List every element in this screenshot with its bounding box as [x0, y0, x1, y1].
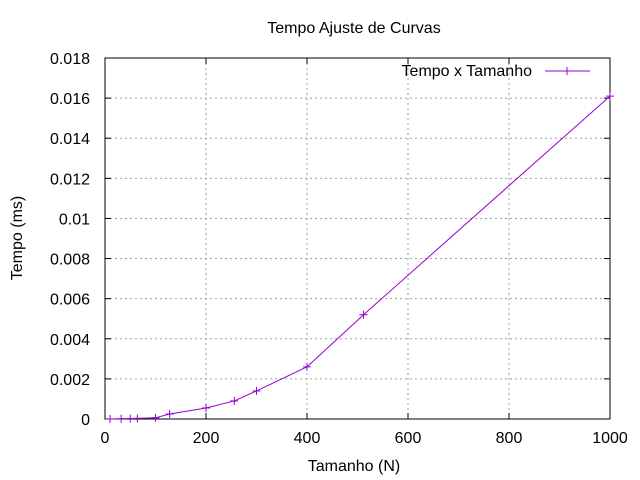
data-point-marker: [106, 414, 115, 423]
series-line: [110, 95, 611, 420]
data-point-marker: [606, 92, 614, 101]
legend-plus-marker: [563, 67, 571, 75]
series-layer: [106, 92, 614, 423]
x-tick-label: 0: [101, 430, 110, 447]
data-point-marker: [165, 409, 174, 418]
data-point-marker: [133, 414, 142, 423]
x-tick-label: 600: [395, 430, 422, 447]
y-tick-label: 0.006: [50, 292, 90, 309]
x-tick-label: 1000: [592, 430, 628, 447]
chart-title: Tempo Ajuste de Curvas: [267, 20, 440, 37]
data-point-marker: [126, 414, 135, 423]
legend: Tempo x Tamanho: [402, 63, 590, 80]
axis-ticks: 0 200 400 600 800 1000 0 0.002 0.004 0.006 0.008 0.…: [50, 51, 628, 447]
y-tick-label: 0.014: [50, 131, 90, 148]
data-point-marker: [230, 396, 239, 405]
y-tick-label: 0.016: [50, 91, 90, 108]
data-point-marker: [117, 414, 126, 423]
y-tick-label: 0.01: [59, 211, 90, 228]
data-point-marker: [359, 310, 368, 319]
x-tick-label: 400: [294, 430, 321, 447]
x-tick-label: 200: [193, 430, 220, 447]
x-axis-label: Tamanho (N): [308, 458, 400, 475]
y-tick-label: 0.012: [50, 171, 90, 188]
x-tick-label: 800: [496, 430, 523, 447]
y-tick-label: 0.004: [50, 332, 90, 349]
grid: [105, 58, 610, 419]
data-point-marker: [303, 362, 311, 371]
y-tick-label: 0.008: [50, 252, 90, 269]
data-point-marker: [252, 386, 261, 395]
legend-label: Tempo x Tamanho: [402, 63, 533, 80]
y-axis-label: Tempo (ms): [9, 196, 26, 280]
plot-frame: [104, 57, 611, 420]
data-point-marker: [151, 413, 160, 422]
data-point-marker: [202, 403, 210, 412]
legend-marker: [563, 67, 571, 75]
y-tick-label: 0: [81, 412, 90, 429]
y-tick-label: 0.018: [50, 51, 90, 68]
y-tick-label: 0.002: [50, 372, 90, 389]
